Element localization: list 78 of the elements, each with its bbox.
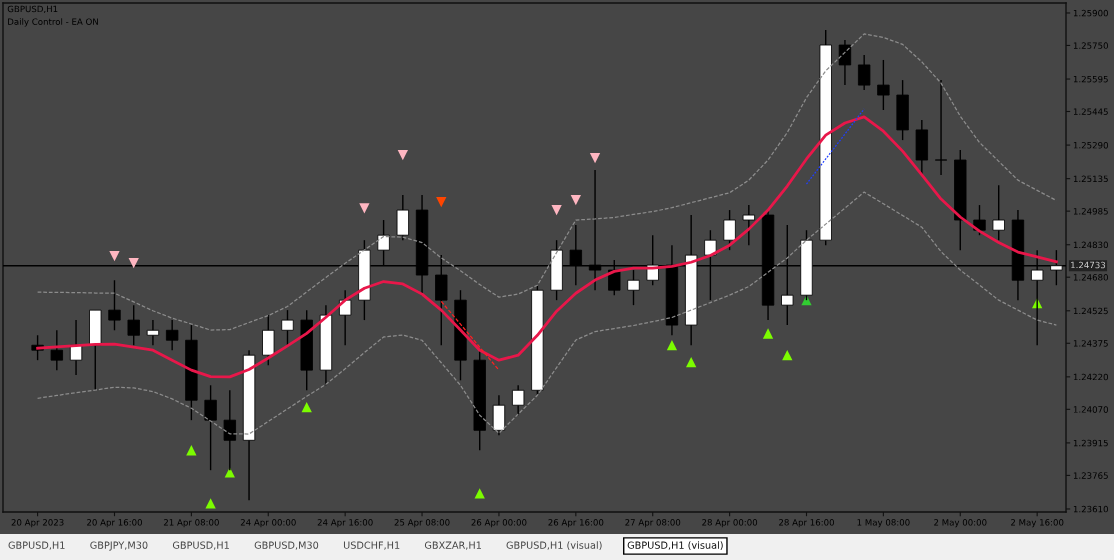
y-tick-label: 1.24375: [1073, 340, 1108, 347]
y-tick-label: 1.24220: [1073, 373, 1108, 381]
candlestick: [127, 304, 140, 346]
x-tick-label: 2 May 00:00: [934, 519, 987, 528]
x-tick-label: 21 Apr 08:00: [163, 519, 219, 528]
candlestick: [338, 289, 352, 346]
candlestick: [723, 209, 736, 251]
x-tick-label: 28 Apr 00:00: [702, 519, 758, 528]
point: [436, 196, 447, 208]
y-tick-label: 1.25445: [1073, 108, 1108, 115]
candlestick: [108, 279, 121, 331]
y-tick-label: 1.24985: [1073, 208, 1108, 215]
x-tick-label: 27 Apr 08:00: [625, 519, 681, 528]
y-tick-label: 1.25135: [1073, 175, 1108, 183]
point: [762, 328, 774, 339]
candlestick: [204, 384, 217, 471]
y-tick-label: 1.24070: [1073, 406, 1108, 413]
point: [301, 402, 312, 413]
point: [551, 204, 562, 216]
y-tick-label: 1.24830: [1073, 241, 1108, 249]
y-tick-label: 1.23610: [1073, 505, 1108, 513]
x-tick-label: 20 Apr 2023: [11, 519, 64, 528]
line-series: [805, 108, 865, 185]
point: [782, 350, 793, 361]
candlestick: [50, 329, 64, 371]
text: GBPUSD,H1 (visual): [627, 541, 723, 550]
candlestick: [973, 204, 986, 236]
line-series: [36, 33, 1058, 331]
y-tick-label: 1.23765: [1073, 472, 1108, 479]
point: [589, 152, 601, 164]
x-tick-label: 24 Apr 00:00: [240, 519, 296, 528]
candlestick: [857, 54, 871, 91]
y-tick-label: 1.24525: [1073, 307, 1108, 315]
x-tick-label: 2 May 16:00: [1011, 519, 1064, 528]
x-tick-label: 20 Apr 16:00: [87, 519, 142, 528]
chart-title: GBPUSD,H1: [7, 5, 58, 14]
x-tick-label: 24 Apr 16:00: [317, 519, 373, 528]
x-tick-label: 1 May 08:00: [857, 519, 910, 528]
point: [570, 194, 581, 206]
text: GBPUSD,H1: [172, 541, 229, 550]
candlestick: [877, 59, 890, 111]
candlestick: [146, 319, 160, 346]
point: [109, 251, 120, 262]
y-tick-label: 1.25595: [1073, 75, 1108, 83]
y-tick-label: 1.24680: [1073, 274, 1108, 281]
point: [186, 445, 197, 456]
candlestick: [627, 269, 640, 306]
point: [686, 356, 697, 368]
candlestick: [838, 39, 852, 86]
point: [205, 498, 216, 509]
point: [474, 488, 485, 499]
point: [397, 149, 408, 161]
text: GBPJPY,M30: [90, 541, 148, 551]
point: [224, 467, 235, 478]
candlestick: [165, 319, 179, 351]
x-tick-label: 26 Apr 00:00: [471, 519, 527, 528]
point: [666, 340, 678, 351]
candlestick: [934, 79, 948, 176]
candlestick: [992, 184, 1005, 241]
y-tick-label: 1.23915: [1073, 439, 1108, 447]
y-tick-label: 1.25900: [1073, 9, 1108, 17]
text: GBXZAR,H1: [424, 541, 481, 550]
candlestick: [281, 309, 294, 346]
point: [359, 203, 370, 214]
point: [128, 257, 139, 269]
y-tick-label: 1.25290: [1073, 141, 1108, 149]
ref-line-label: 1.24733: [1071, 261, 1106, 269]
text: GBPUSD,M30: [254, 541, 319, 550]
text: Daily Control - EA ON: [8, 18, 98, 27]
text: USDCHF,H1: [343, 541, 400, 550]
x-tick-label: 28 Apr 16:00: [779, 519, 834, 528]
y-tick-label: 1.25750: [1073, 42, 1108, 49]
x-tick-label: 26 Apr 16:00: [548, 519, 604, 528]
text: GBPUSD,H1 (visual): [506, 541, 602, 550]
candlestick: [742, 204, 756, 246]
candlestick: [511, 384, 525, 416]
x-tick-label: 25 Apr 08:00: [394, 519, 450, 528]
text: GBPUSD,H1: [8, 541, 65, 550]
